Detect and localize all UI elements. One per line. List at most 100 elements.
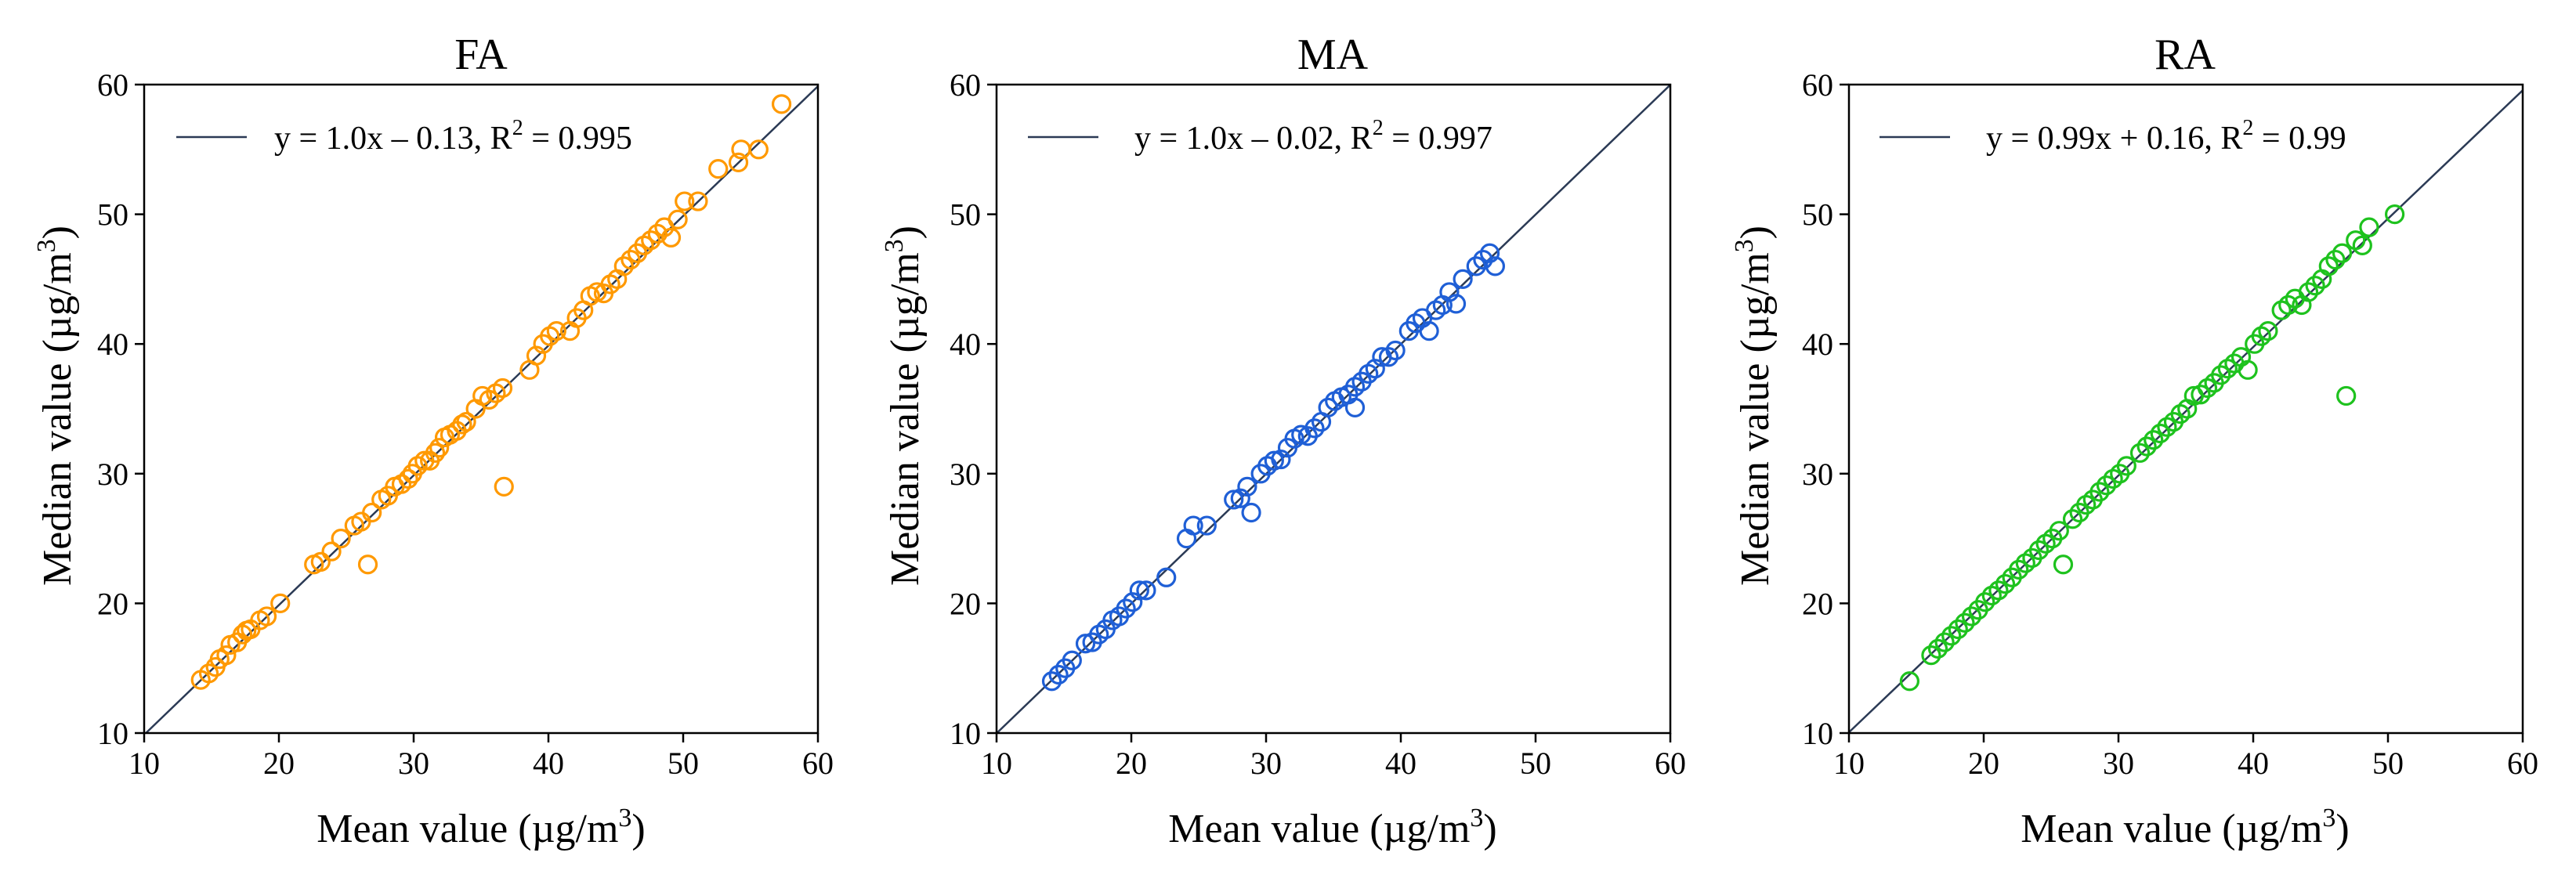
data-point (708, 159, 729, 179)
data-point (362, 502, 382, 523)
legend-value: = 0.995 (523, 121, 632, 157)
x-axis-label: Mean value (µg/m3) (317, 804, 646, 851)
data-point (456, 411, 476, 432)
data-point (2129, 442, 2151, 463)
x-tick-label: 60 (802, 746, 834, 781)
data-point (647, 223, 668, 244)
data-point (321, 541, 342, 562)
data-point (452, 414, 472, 435)
data-point (1237, 476, 1257, 497)
data-point (1466, 256, 1486, 276)
data-point (2211, 365, 2231, 385)
data-point (2062, 509, 2083, 529)
data-point (1304, 418, 1325, 439)
y-tick-label: 50 (1802, 197, 1833, 233)
data-point (2336, 385, 2357, 406)
chart-title: FA (454, 31, 508, 79)
y-tick-label: 50 (950, 197, 981, 233)
data-point (2305, 276, 2325, 296)
data-point (1927, 638, 1948, 659)
legend: y = 1.0x – 0.13, R2 = 0.995 (176, 116, 632, 157)
chart-title: MA (1297, 31, 1369, 79)
legend-label: y = 1.0x – 0.02, R2 = 0.997 (1134, 116, 1492, 157)
data-point (2191, 385, 2211, 405)
y-tick-label: 10 (950, 716, 981, 751)
legend-value: = 0.997 (1384, 121, 1492, 157)
data-point (1453, 269, 1473, 289)
data-point (2136, 436, 2157, 457)
x-axis-label-superscript: 3 (2322, 804, 2335, 833)
data-point (1241, 502, 1261, 523)
legend-value: = 0.99 (2253, 121, 2346, 157)
y-tick-label: 20 (950, 586, 981, 621)
x-axis-label-text: Mean value (µg/m (2021, 807, 2322, 851)
x-tick-label: 10 (981, 746, 1012, 781)
fit-line (1848, 89, 2524, 733)
data-point (331, 528, 351, 549)
x-tick-label: 60 (1655, 746, 1686, 781)
data-point (1224, 489, 1244, 510)
data-point (1961, 606, 1982, 627)
x-tick-label: 10 (1833, 746, 1865, 781)
data-point (1344, 397, 1366, 417)
legend-superscript: 2 (2242, 116, 2253, 140)
data-point (1988, 580, 2009, 601)
y-tick-label: 10 (97, 716, 128, 751)
data-point (1129, 580, 1149, 601)
x-axis-label-superscript: 3 (618, 804, 631, 833)
y-tick-label: 50 (97, 197, 128, 233)
data-point (1378, 347, 1399, 367)
x-tick-label: 50 (1520, 746, 1551, 781)
data-point (2150, 423, 2170, 444)
data-point (1136, 580, 1156, 601)
y-axis-label: Median value (µg/m3) (880, 226, 928, 586)
data-point (494, 476, 514, 497)
x-axis-label-end: ) (631, 807, 645, 851)
y-axis-label-end: ) (883, 226, 928, 239)
y-axis-label-end: ) (35, 226, 80, 239)
data-point (1116, 598, 1136, 619)
data-point (1385, 340, 1406, 361)
data-point (1975, 592, 1995, 612)
x-tick-label: 50 (2372, 746, 2404, 781)
data-point (1445, 294, 1467, 314)
data-point (1196, 515, 1217, 536)
legend-text: y = 1.0x – 0.02, R (1134, 121, 1373, 157)
legend: y = 0.99x + 0.16, R2 = 0.99 (1880, 116, 2346, 157)
y-tick-label: 10 (1802, 716, 1833, 751)
data-point (2009, 559, 2029, 580)
data-point (2278, 294, 2299, 316)
legend-superscript: 2 (512, 116, 523, 140)
data-point (613, 256, 634, 276)
data-point (425, 442, 446, 463)
axes-frame (1847, 83, 2524, 735)
axes-frame (143, 83, 819, 735)
data-point (1264, 450, 1284, 471)
data-point (1921, 645, 1941, 666)
x-tick-label: 20 (1116, 746, 1147, 781)
y-tick-label: 60 (97, 67, 128, 103)
legend-text: y = 0.99x + 0.16, R (1986, 121, 2242, 157)
y-axis-label-text: Median value (µg/m (1733, 252, 1778, 586)
legend-text: y = 1.0x – 0.13, R (274, 121, 512, 157)
data-point (1318, 397, 1338, 417)
data-point (1948, 619, 1968, 640)
data-point (1934, 632, 1955, 652)
y-tick-label: 20 (1802, 586, 1833, 621)
y-tick-label: 40 (97, 327, 128, 362)
data-point (1048, 664, 1069, 685)
data-point (1156, 567, 1177, 587)
data-point (2325, 249, 2346, 270)
legend: y = 1.0x – 0.02, R2 = 0.997 (1028, 116, 1492, 157)
data-point (479, 389, 499, 410)
data-point (2053, 554, 2074, 575)
data-point (748, 139, 769, 160)
data-point (2359, 217, 2379, 237)
data-point (641, 230, 661, 251)
x-tick-label: 60 (2507, 746, 2538, 781)
x-tick-label: 20 (263, 746, 295, 781)
